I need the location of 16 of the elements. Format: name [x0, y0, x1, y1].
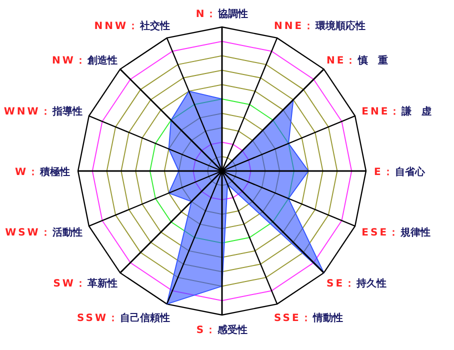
spoke-label: S：感受性 — [196, 324, 248, 336]
spoke-label: NNE：環境順応性 — [274, 20, 366, 32]
spoke-label: NW：創造性 — [52, 54, 118, 66]
spoke-label: WNW：指導性 — [4, 106, 82, 118]
spoke-label: SW：革新性 — [53, 278, 118, 290]
spoke-label: SSE：情動性 — [274, 312, 343, 324]
spoke-label: SSW：自己信頼性 — [77, 312, 170, 324]
spoke-label: NE：慎 重 — [326, 54, 388, 66]
spoke-label: SE：持久性 — [326, 278, 387, 290]
spoke-label: ENE：謙 虚 — [362, 106, 432, 118]
spoke-label: WSW：活動性 — [5, 226, 82, 238]
spoke-label: W：積極性 — [14, 166, 70, 178]
spoke-label: NNW：社交性 — [94, 20, 170, 32]
spoke-label: E：自省心 — [374, 166, 426, 178]
spoke-label: ESE：規律性 — [362, 226, 431, 238]
spoke-label: N：協調性 — [196, 8, 248, 20]
